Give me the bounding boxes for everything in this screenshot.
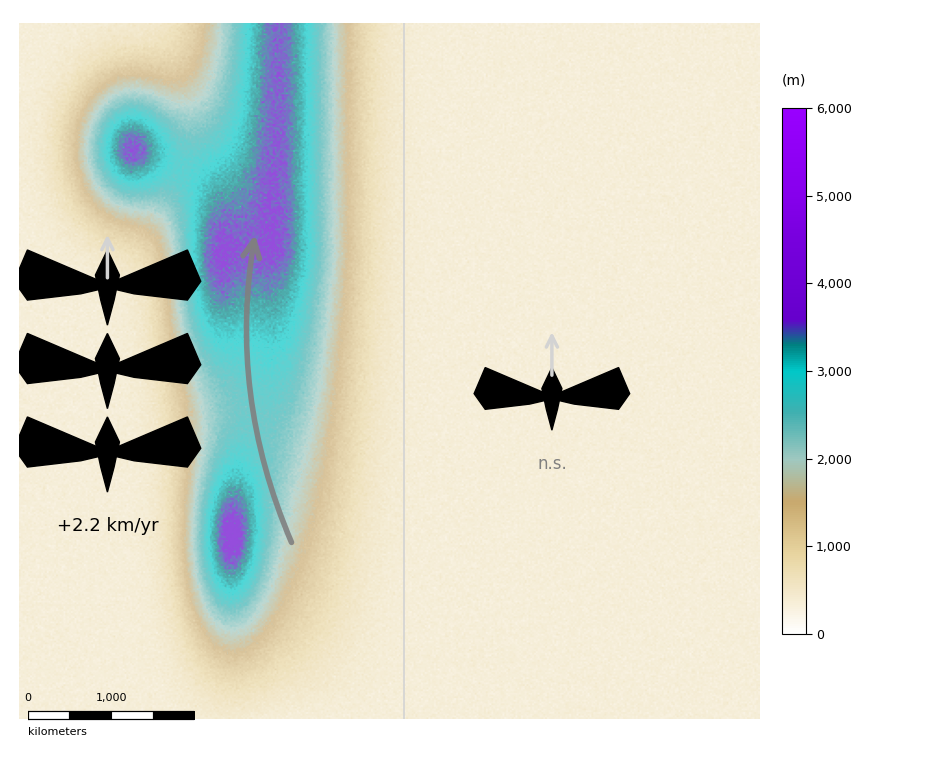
Polygon shape <box>107 333 201 383</box>
Polygon shape <box>14 250 107 300</box>
Polygon shape <box>474 368 552 410</box>
Text: 1,000: 1,000 <box>95 693 127 703</box>
Polygon shape <box>95 417 119 492</box>
Polygon shape <box>14 333 107 383</box>
Text: 0: 0 <box>24 693 31 703</box>
Text: (m): (m) <box>782 73 807 87</box>
Text: n.s.: n.s. <box>537 455 567 472</box>
Text: kilometers: kilometers <box>28 727 87 737</box>
Polygon shape <box>107 417 201 467</box>
Text: +2.2 km/yr: +2.2 km/yr <box>56 517 158 535</box>
Polygon shape <box>542 368 562 430</box>
Polygon shape <box>552 368 630 410</box>
Polygon shape <box>95 250 119 325</box>
Polygon shape <box>14 417 107 467</box>
Polygon shape <box>95 333 119 409</box>
FancyArrowPatch shape <box>243 240 292 543</box>
Polygon shape <box>107 250 201 300</box>
